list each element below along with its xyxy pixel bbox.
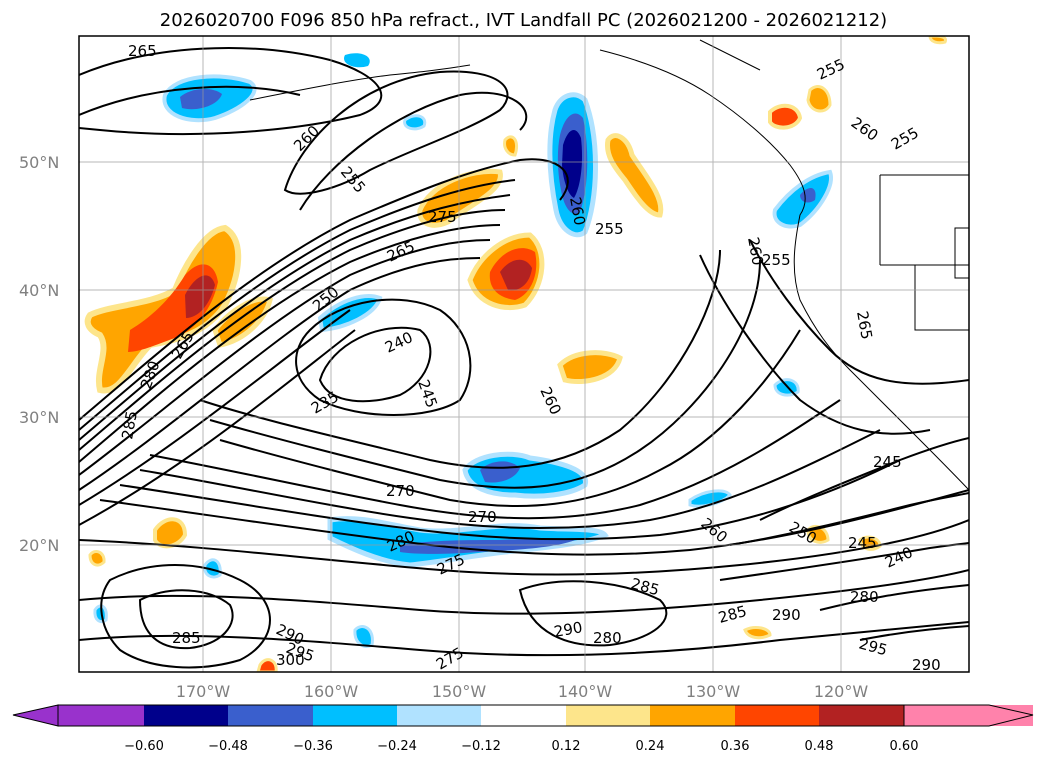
contour-label: 245 [848,534,877,552]
contour-label: 280 [850,588,879,606]
lat-label: 50°N [19,153,59,172]
contour-label: 270 [386,482,415,500]
lon-label: 170°W [176,682,231,701]
contour-label: 255 [595,220,624,238]
lat-label: 20°N [19,536,59,555]
colorbar-extend-high [904,705,1033,726]
contour-label: 285 [118,409,141,440]
contour-label: 265 [128,42,157,60]
lon-label: 140°W [558,682,613,701]
colorbar-swatch [566,705,650,726]
lon-label: 130°W [686,682,741,701]
contour-label: 260 [744,236,767,267]
map-title: 2026020700 F096 850 hPa refract., IVT La… [159,10,888,31]
colorbar-tick: 0.24 [636,739,665,754]
colorbar-swatch [397,705,481,726]
colorbar-tick: 0.36 [721,739,750,754]
contour-label: 280 [593,629,622,647]
colorbar-swatch [735,705,819,726]
colorbar-swatch [481,705,566,726]
contour-label: 290 [772,606,801,624]
lon-label: 150°W [432,682,487,701]
contour-label: 265 [853,310,876,341]
contour-label: 260 [566,196,589,227]
colorbar-tick: −0.36 [293,739,333,754]
colorbar-tick: −0.48 [208,739,248,754]
lat-label: 40°N [19,281,59,300]
colorbar-tick: 0.48 [805,739,834,754]
lon-label: 120°W [814,682,869,701]
colorbar-swatch [313,705,397,726]
colorbar-swatch [144,705,228,726]
colorbar-tick: −0.60 [124,739,164,754]
colorbar-tick: 0.60 [890,739,919,754]
colorbar-swatch [819,705,904,726]
contour-label: 270 [468,508,497,526]
colorbar-swatch [650,705,735,726]
contour-label: 285 [172,629,201,647]
contour-label: 255 [762,251,791,269]
contour-lines [79,47,969,669]
graticule [79,36,969,672]
colorbar-tick: −0.12 [461,739,501,754]
colorbar: −0.60 −0.48 −0.36 −0.24 −0.12 0.12 0.24 … [12,704,1034,754]
colorbar-tick: 0.12 [552,739,581,754]
contour-label: 300 [276,651,305,669]
contour-label: 245 [873,453,902,471]
coastlines [249,39,969,491]
map-border [78,35,970,673]
colorbar-swatch [58,705,144,726]
colorbar-swatch [228,705,313,726]
contour-label: 290 [912,656,941,674]
colorbar-extend-low [12,704,59,727]
lon-label: 160°W [304,682,359,701]
contour-label: 290 [553,618,584,641]
lat-label: 30°N [19,408,59,427]
contour-label: 275 [428,208,457,226]
colorbar-tick: −0.24 [377,739,417,754]
